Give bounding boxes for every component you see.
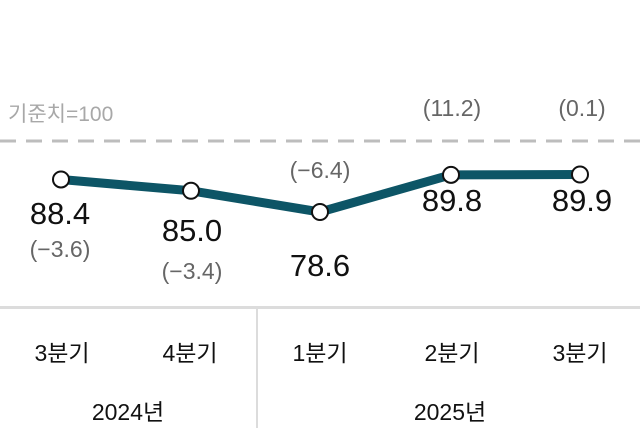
reference-label: 기준치=100 — [8, 103, 114, 126]
x-tick-label: 4분기 — [162, 340, 218, 366]
value-label: 78.6 — [289, 248, 351, 283]
change-label: (−6.4) — [289, 157, 351, 183]
data-point-marker — [182, 181, 200, 200]
change-label: (−3.4) — [161, 258, 223, 284]
data-point-marker — [311, 203, 329, 221]
value-label: 89.9 — [551, 183, 613, 218]
data-point-marker — [442, 165, 460, 184]
change-label: (−3.6) — [29, 236, 91, 262]
data-point-marker — [52, 170, 70, 189]
year-label: 2024년 — [91, 399, 165, 425]
value-label: 85.0 — [161, 213, 223, 248]
x-tick-label: 3분기 — [552, 340, 608, 366]
change-label: (0.1) — [558, 95, 606, 121]
x-tick-label: 3분기 — [34, 340, 90, 366]
data-point-marker — [571, 165, 589, 184]
year-label: 2025년 — [413, 399, 487, 425]
x-tick-label: 2분기 — [424, 340, 480, 366]
change-label: (11.2) — [422, 95, 482, 121]
x-axis-line — [0, 306, 640, 309]
line-chart — [0, 139, 640, 221]
value-label: 89.8 — [421, 183, 483, 218]
year-divider — [256, 308, 258, 428]
value-label: 88.4 — [29, 196, 91, 231]
x-tick-label: 1분기 — [292, 340, 348, 366]
